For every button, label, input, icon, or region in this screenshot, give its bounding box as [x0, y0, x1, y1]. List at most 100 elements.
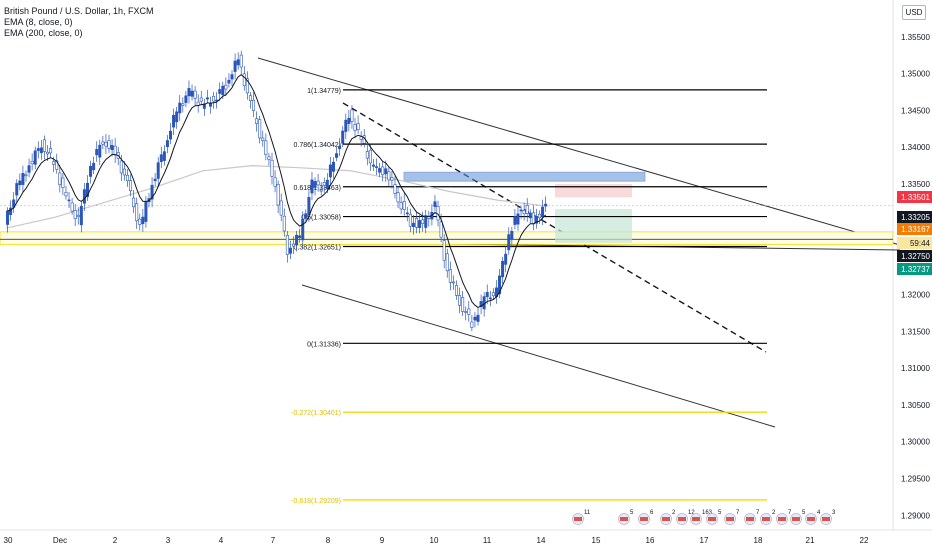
candle-body: [159, 154, 163, 162]
x-tick-label: 8: [326, 536, 331, 545]
candle-body: [46, 151, 50, 155]
event-flag-icon: 5: [790, 510, 806, 525]
candle-body: [448, 269, 452, 283]
price-badge: 1.33205: [897, 211, 932, 223]
candle-body: [178, 102, 182, 114]
candle-body: [248, 95, 252, 101]
candle-body: [501, 260, 505, 278]
fib-level-label: 0.5(1.33058): [301, 215, 341, 222]
candle-body: [504, 253, 508, 265]
candle-body: [467, 308, 471, 315]
candle-body: [381, 166, 385, 176]
candle-body: [58, 172, 62, 186]
candle-body: [411, 222, 415, 228]
candle-body: [285, 234, 289, 255]
channel-upper-line: [257, 57, 901, 246]
resistance-zone: [403, 171, 646, 182]
candle-body: [282, 215, 286, 232]
candle-body: [350, 109, 354, 122]
candle-body: [6, 210, 10, 225]
candle-body: [288, 247, 292, 254]
candle-body: [190, 90, 194, 97]
candle-body: [270, 159, 274, 177]
candle-body: [464, 311, 468, 313]
candle-body: [295, 234, 299, 246]
candle-body: [33, 150, 37, 165]
price-badge-text: 1.33167: [901, 225, 930, 234]
candle-body: [27, 165, 31, 173]
candle-body: [433, 201, 437, 207]
candle-body: [150, 184, 154, 200]
candle-body: [458, 295, 462, 306]
fib-level-label: 0.618(1.33463): [294, 185, 341, 192]
candle-body: [353, 124, 357, 131]
candle-body: [227, 79, 231, 84]
candle-body: [316, 180, 320, 186]
candle-body: [184, 95, 188, 103]
candle-body: [528, 212, 532, 219]
candle-body: [49, 148, 53, 154]
candle-body: [525, 205, 529, 215]
chart-legend: British Pound / U.S. Dollar, 1h, FXCM EM…: [4, 6, 154, 39]
fib-level-label: -0.618(1.29209): [291, 498, 341, 505]
event-stripe: [762, 517, 770, 521]
candle-body: [436, 206, 440, 221]
price-badge-bg: [897, 191, 932, 203]
candle-body: [393, 184, 397, 194]
candle-body: [199, 97, 203, 102]
fib-level-label: 0(1.31336): [307, 341, 341, 348]
event-stripe: [692, 517, 700, 521]
price-badge-text: 1.32750: [901, 252, 930, 261]
candle-body: [442, 240, 446, 261]
candle-body: [365, 151, 369, 159]
symbol-title: British Pound / U.S. Dollar, 1h, FXCM: [4, 6, 154, 16]
price-badge: 1.33167: [897, 223, 932, 235]
candle-body: [175, 111, 179, 123]
event-flag-icon: 7: [744, 510, 760, 525]
candles-group: [6, 50, 548, 332]
candle-body: [24, 174, 28, 177]
price-badge-text: 1.32737: [901, 265, 930, 274]
fib-level-label: 1(1.34779): [307, 88, 341, 95]
candle-body: [510, 230, 514, 240]
candle-body: [451, 281, 455, 284]
candle-body: [61, 177, 65, 188]
ema-8-line: [7, 74, 547, 308]
candle-body: [39, 147, 43, 154]
candle-body: [119, 160, 123, 174]
x-tick-label: 7: [271, 536, 276, 545]
x-tick-label: 21: [806, 536, 815, 545]
event-count: 11: [584, 510, 591, 516]
candle-body: [236, 59, 240, 66]
event-count: 7: [756, 510, 760, 516]
candle-body: [125, 174, 129, 182]
candle-body: [273, 177, 277, 187]
price-badge-bg: [897, 237, 932, 249]
candle-body: [144, 201, 148, 222]
candle-body: [328, 164, 332, 178]
currency-button[interactable]: USD: [902, 5, 926, 20]
candle-body: [531, 212, 535, 225]
price-badge: 59:44: [897, 237, 932, 249]
candle-body: [408, 213, 412, 227]
channel-lower-line: [301, 284, 776, 428]
event-flag-icon: 5: [618, 510, 634, 525]
horizontal-band: [0, 231, 894, 245]
candle-body: [52, 161, 56, 165]
ema-200-line: [5, 165, 548, 229]
candle-body: [396, 192, 400, 203]
event-flag-icon: 12: [676, 510, 695, 525]
candle-body: [461, 297, 465, 312]
candle-body: [375, 166, 379, 168]
candle-body: [70, 202, 74, 212]
candle-body: [162, 151, 166, 161]
candle-body: [208, 103, 212, 107]
event-stripe: [792, 517, 800, 521]
candle-body: [55, 160, 59, 170]
candle-body: [30, 160, 34, 165]
fib-level-label: 0.786(1.34042): [294, 142, 341, 149]
candle-body: [498, 275, 502, 295]
y-tick-label: 1.31500: [901, 327, 930, 336]
candle-body: [239, 54, 243, 68]
